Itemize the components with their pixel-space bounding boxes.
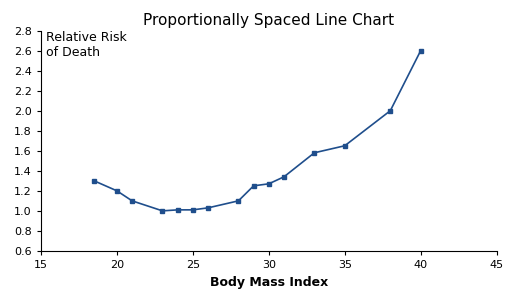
Text: Relative Risk
of Death: Relative Risk of Death	[46, 31, 126, 59]
Title: Proportionally Spaced Line Chart: Proportionally Spaced Line Chart	[143, 13, 394, 28]
X-axis label: Body Mass Index: Body Mass Index	[210, 275, 328, 289]
